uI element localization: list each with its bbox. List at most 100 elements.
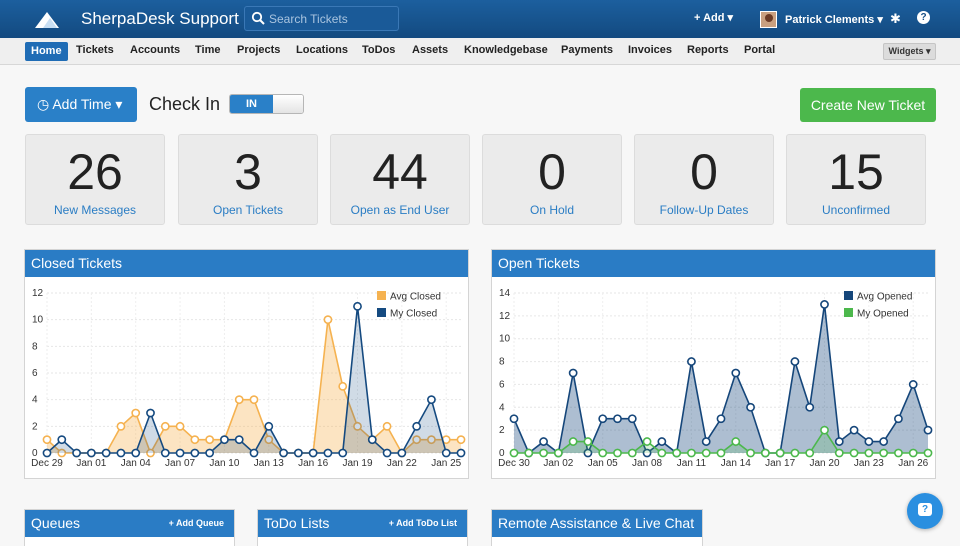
x-tick-label: Jan 19	[342, 458, 372, 469]
data-point	[716, 414, 726, 424]
stat-label[interactable]: Unconfirmed	[821, 203, 891, 217]
remote-header: Remote Assistance & Live Chat	[492, 510, 702, 537]
nav-item-payments[interactable]: Payments	[561, 44, 613, 56]
data-point	[539, 448, 548, 458]
x-tick-label: Jan 14	[721, 458, 751, 469]
stat-label[interactable]: Open as End User	[350, 203, 450, 217]
x-tick-label: Jan 08	[632, 458, 662, 469]
data-point	[568, 437, 578, 446]
data-point	[72, 448, 81, 458]
nav-item-locations[interactable]: Locations	[296, 44, 348, 56]
data-point	[598, 448, 608, 458]
nav-item-time[interactable]: Time	[195, 44, 221, 56]
add-menu-button[interactable]: + Add ▾	[694, 12, 734, 24]
data-point	[849, 425, 859, 435]
data-point	[509, 448, 519, 458]
nav-item-accounts[interactable]: Accounts	[130, 44, 181, 56]
add-queue-button[interactable]: + Add Queue	[168, 518, 224, 528]
x-tick-label: Jan 02	[543, 458, 573, 469]
avatar	[760, 10, 777, 28]
closed-tickets-title: Closed Tickets	[25, 250, 468, 277]
widgets-dropdown[interactable]: Widgets ▾	[883, 43, 936, 60]
data-point	[205, 448, 215, 458]
data-point	[382, 448, 392, 458]
data-point	[627, 448, 637, 458]
x-tick-label: Jan 22	[387, 458, 417, 469]
stat-label[interactable]: Follow-Up Dates	[659, 203, 749, 217]
live-chat-button[interactable]: ?	[907, 493, 943, 529]
closed-tickets-chart: 0 2 4 6 8 10 12 Dec 29 Jan 01 Jan 04 Jan 07 Jan 10 J…	[31, 288, 466, 469]
data-point	[701, 448, 711, 458]
x-tick-label: Jan 11	[677, 458, 707, 469]
data-point	[627, 414, 637, 424]
nav-item-home[interactable]: Home	[25, 42, 68, 61]
stat-card-open-tickets[interactable]: 3 Open Tickets	[178, 134, 318, 225]
stat-label[interactable]: Open Tickets	[212, 203, 284, 217]
add-todo-list-button[interactable]: + Add ToDo List	[388, 518, 457, 528]
open-tickets-chart: 0 2 4 6 8 10 12 14 Dec 30 Jan 02 Jan 05 Jan 08 Jan 1…	[498, 288, 933, 469]
data-point	[249, 395, 259, 405]
data-point	[264, 421, 274, 431]
data-point	[146, 448, 155, 458]
nav-item-reports[interactable]: Reports	[687, 44, 729, 56]
nav-item-todos[interactable]: ToDos	[362, 44, 396, 56]
open-tickets-panel: Open Tickets 0 2 4 6 8 10 12 14 Dec 30 Jan 02 Jan …	[491, 249, 936, 479]
data-point	[524, 448, 534, 458]
nav-item-projects[interactable]: Projects	[237, 44, 281, 56]
y-tick-label: 8	[32, 341, 38, 352]
search-input[interactable]	[267, 7, 397, 30]
nav-item-invoices[interactable]: Invoices	[628, 44, 673, 56]
data-point	[613, 414, 622, 424]
stat-card-follow-up-dates[interactable]: 0 Follow-Up Dates	[634, 134, 774, 225]
stat-card-open-as-end-user[interactable]: 44 Open as End User	[330, 134, 470, 225]
app-title[interactable]: SherpaDesk Support	[81, 9, 239, 28]
data-point	[834, 437, 844, 446]
y-tick-label: 8	[499, 357, 505, 368]
data-point	[308, 448, 318, 458]
create-ticket-button[interactable]: Create New Ticket	[800, 88, 936, 122]
todo-lists-panel: ToDo Lists + Add ToDo List	[257, 509, 468, 546]
open-tickets-title: Open Tickets	[492, 250, 935, 277]
check-in-toggle[interactable]: IN	[229, 94, 304, 114]
data-point	[412, 435, 422, 445]
data-point	[613, 448, 622, 458]
user-name: Patrick Clements ▾	[785, 13, 883, 26]
data-point	[687, 357, 696, 366]
mountain-logo-icon[interactable]	[34, 9, 60, 29]
data-point	[338, 448, 348, 458]
data-point	[923, 425, 933, 435]
stat-label[interactable]: New Messages	[53, 203, 137, 217]
data-point	[412, 421, 422, 431]
stat-card-on-hold[interactable]: 0 On Hold	[482, 134, 622, 225]
add-time-button[interactable]: ◷ Add Time ▾	[25, 87, 137, 122]
stat-card-new-messages[interactable]: 26 New Messages	[25, 134, 165, 225]
x-tick-label: Jan 26	[898, 458, 928, 469]
stat-card-unconfirmed[interactable]: 15 Unconfirmed	[786, 134, 926, 225]
data-point	[456, 435, 466, 445]
nav-item-knowledgebase[interactable]: Knowledgebase	[464, 44, 548, 56]
search-box[interactable]	[244, 6, 399, 31]
nav-item-tickets[interactable]: Tickets	[76, 44, 114, 56]
legend-label: My Closed	[390, 309, 437, 320]
y-tick-label: 2	[32, 421, 38, 432]
data-point	[42, 435, 52, 445]
data-point	[642, 437, 652, 446]
stat-label[interactable]: On Hold	[529, 203, 575, 217]
nav-item-assets[interactable]: Assets	[412, 44, 449, 56]
gear-icon[interactable]: ✱	[890, 11, 901, 26]
data-point	[879, 448, 889, 458]
data-point	[146, 408, 155, 418]
data-point	[553, 448, 563, 458]
help-icon[interactable]: ?	[917, 11, 930, 24]
data-point	[57, 448, 67, 458]
data-point	[509, 414, 519, 424]
stat-value: 15	[828, 144, 884, 200]
data-point	[672, 448, 682, 458]
user-menu[interactable]: Patrick Clements ▾	[760, 9, 883, 29]
data-point	[790, 448, 800, 458]
y-tick-label: 0	[32, 448, 38, 459]
data-point	[160, 448, 170, 458]
data-point	[539, 437, 548, 446]
nav-item-portal[interactable]: Portal	[744, 44, 776, 56]
toggle-knob	[273, 95, 303, 113]
